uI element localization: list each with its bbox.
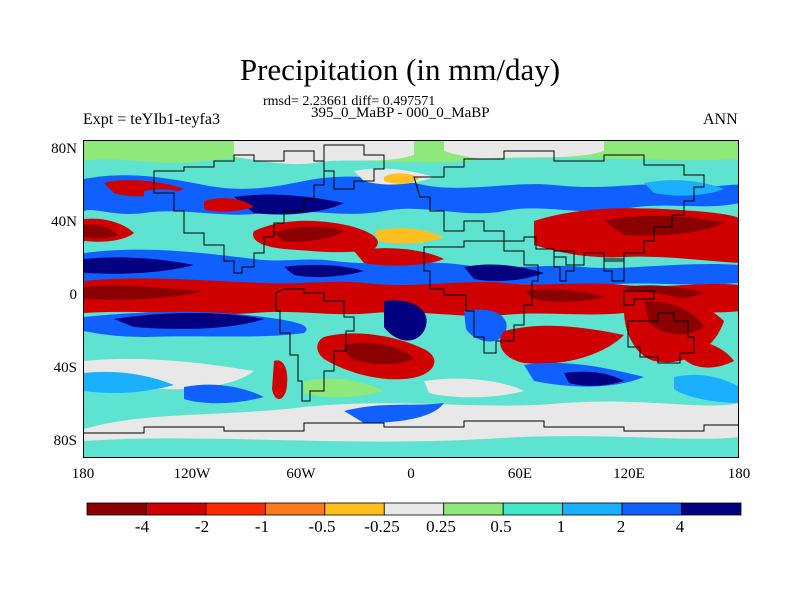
- plot-subtitle: 395_0_MaBP - 000_0_MaBP: [311, 105, 490, 121]
- lon-label-60w: 60W: [286, 466, 316, 482]
- plot-title: Precipitation (in mm/day): [239, 52, 561, 87]
- lon-label-180e: 180: [727, 466, 751, 482]
- lat-label-80s: 80S: [53, 433, 77, 449]
- colorbar-swatch: [443, 502, 504, 516]
- colorbar-swatch: [146, 502, 207, 516]
- colorbar-label: -2: [194, 517, 210, 536]
- colorbar-swatches: [86, 502, 742, 516]
- lon-label-60e: 60E: [507, 466, 533, 482]
- colorbar-label: 2: [616, 517, 626, 536]
- colorbar-swatch: [324, 502, 385, 516]
- colorbar-label: 1: [556, 517, 566, 536]
- lat-label-equator: 0: [69, 287, 78, 303]
- lon-label-0: 0: [407, 466, 415, 482]
- colorbar-label: -0.25: [364, 517, 400, 536]
- colorbar-label: 4: [675, 517, 685, 536]
- experiment-label: Expt = teYIb1-teyfa3: [83, 111, 220, 128]
- colorbar-swatch: [681, 502, 742, 516]
- lon-label-180w: 180: [71, 466, 95, 482]
- colorbar-swatch: [205, 502, 266, 516]
- colorbar-swatch: [621, 502, 682, 516]
- lat-label-40s: 40S: [53, 360, 77, 376]
- colorbar-label: 0.5: [490, 517, 512, 536]
- colorbar-swatch: [86, 502, 147, 516]
- lat-label-80n: 80N: [51, 141, 77, 157]
- map-field: [84, 141, 738, 457]
- colorbar-swatch: [264, 502, 326, 516]
- colorbar-label: 0.25: [426, 517, 456, 536]
- lat-label-40n: 40N: [51, 214, 77, 230]
- precipitation-map: [83, 140, 739, 458]
- colorbar-label: -1: [254, 517, 270, 536]
- colorbar-label: -0.5: [308, 517, 336, 536]
- stats-line: rmsd= 2.23661 diff= 0.497571: [263, 94, 436, 109]
- colorbar-swatch: [562, 502, 623, 516]
- colorbar: [86, 502, 742, 521]
- colorbar-swatch: [383, 502, 445, 516]
- lon-label-120w: 120W: [173, 466, 211, 482]
- colorbar-swatch: [502, 502, 564, 516]
- season-label: ANN: [703, 111, 738, 128]
- colorbar-label: -4: [134, 517, 150, 536]
- lon-label-120e: 120E: [613, 466, 645, 482]
